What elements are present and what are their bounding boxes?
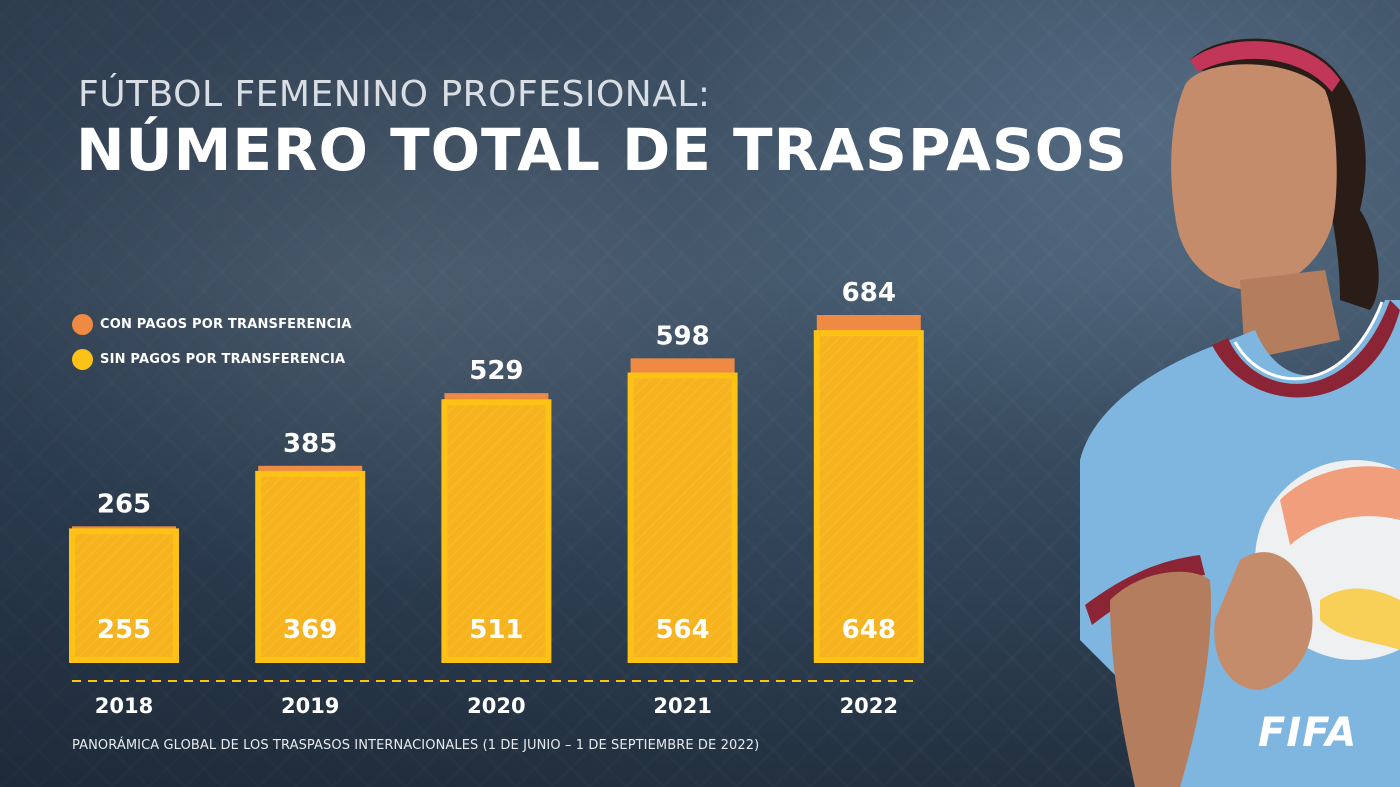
data-label-unpaid-2019: 369 [283,615,337,645]
bar-hatch-2021 [633,378,732,657]
bar-hatch-2019 [261,476,360,657]
data-label-total-2022: 684 [842,278,896,308]
legend-label-unpaid: SIN PAGOS POR TRANSFERENCIA [100,351,346,367]
fifa-logo: FIFA [1258,710,1358,756]
legend-swatch-unpaid [72,348,93,370]
chart-title: NÚMERO TOTAL DE TRASPASOS [76,116,1128,184]
x-axis-ticks: 2018 2019 2020 2021 2022 [95,694,898,718]
data-label-total-2018: 265 [97,489,151,519]
bar-paid-2022 [816,315,921,334]
bar-group: 255 265 369 385 511 529 564 598 648 684 [69,278,924,664]
source-footnote: PANORÁMICA GLOBAL DE LOS TRASPASOS INTER… [72,738,760,753]
bar-paid-2019 [258,465,363,474]
bar-hatch-2022 [819,336,918,657]
data-label-total-2020: 529 [469,356,523,386]
x-tick-label-2021: 2021 [653,694,711,718]
x-tick-label-2022: 2022 [840,694,898,718]
data-label-unpaid-2022: 648 [842,615,896,645]
x-tick-label-2018: 2018 [95,694,153,718]
chart-legend: CON PAGOS POR TRANSFERENCIA SIN PAGOS PO… [72,313,352,383]
data-label-total-2019: 385 [283,429,337,459]
legend-swatch-paid [72,313,93,335]
legend-item-unpaid: SIN PAGOS POR TRANSFERENCIA [72,348,352,370]
data-label-total-2021: 598 [655,321,709,351]
bar-paid-2020 [444,393,549,403]
bar-paid-2021 [630,358,735,376]
x-tick-label-2020: 2020 [467,694,525,718]
legend-item-paid: CON PAGOS POR TRANSFERENCIA [72,313,352,335]
player-photo [1080,38,1400,787]
legend-label-paid: CON PAGOS POR TRANSFERENCIA [100,316,352,332]
x-tick-label-2019: 2019 [281,694,339,718]
data-label-unpaid-2021: 564 [655,615,709,645]
player-figure [1080,38,1400,787]
data-label-unpaid-2018: 255 [97,615,151,645]
bar-hatch-2018 [75,534,173,657]
bar-hatch-2020 [447,405,546,657]
chart-subtitle: FÚTBOL FEMENINO PROFESIONAL: [78,74,711,115]
data-label-unpaid-2020: 511 [469,615,523,645]
